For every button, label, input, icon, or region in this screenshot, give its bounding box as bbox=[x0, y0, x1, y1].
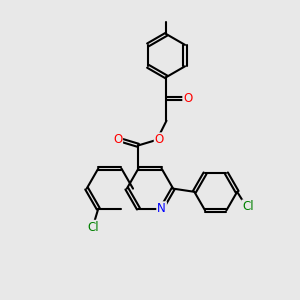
Text: Cl: Cl bbox=[87, 221, 98, 234]
Text: O: O bbox=[155, 133, 164, 146]
Text: O: O bbox=[113, 133, 122, 146]
Text: O: O bbox=[183, 92, 193, 105]
Text: Cl: Cl bbox=[242, 200, 254, 213]
Text: N: N bbox=[157, 202, 166, 215]
